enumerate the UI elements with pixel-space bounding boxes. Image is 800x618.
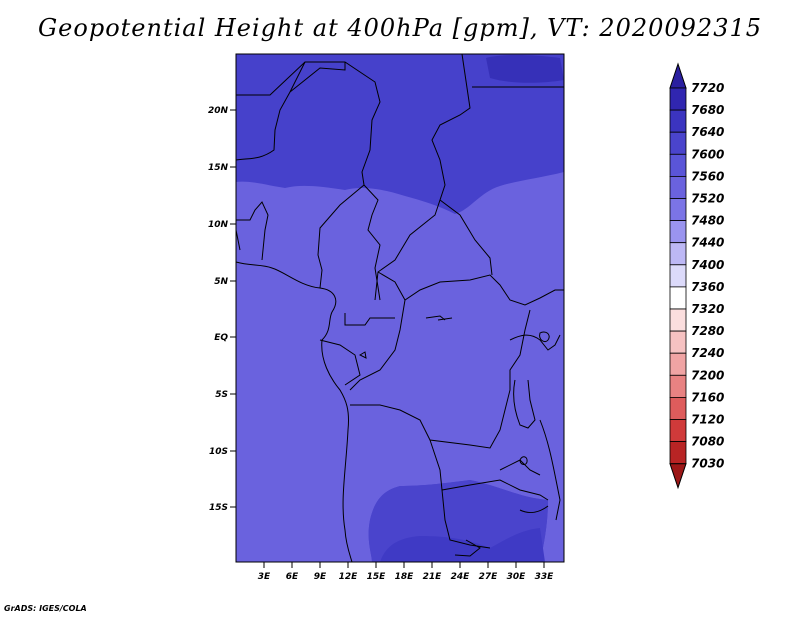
colorbar-segment [669,131,687,155]
lat-label: 5N [214,277,228,287]
lat-label: 10S [209,447,228,457]
lon-label: 12E [339,572,359,582]
colorbar-label: 7640 [691,125,724,139]
colorbar-label: 7560 [691,169,724,183]
lat-label: 5S [215,390,228,400]
lon-label: 30E [507,572,527,582]
colorbar-label: 7030 [691,457,724,471]
colorbar-segment [669,153,687,177]
colorbar-segment [669,396,687,420]
colorbar-label: 7320 [691,302,724,316]
colorbar-label: 7120 [691,413,724,427]
colorbar-label: 7720 [691,81,724,95]
colorbar-segment [669,352,687,376]
lon-label: 24E [451,572,471,582]
colorbar-segment [669,308,687,332]
colorbar-label: 7200 [691,368,724,382]
colorbar-label: 7080 [691,435,724,449]
footer-credit: GrADS: IGES/COLA [4,604,87,613]
lon-label: 3E [258,572,271,582]
colorbar-label: 7480 [691,214,724,228]
colorbar-label: 7360 [691,280,724,294]
colorbar-segment [669,374,687,398]
colorbar-segment [669,286,687,310]
lon-label: 18E [395,572,415,582]
colorbar-label: 7600 [691,147,724,161]
lat-label: 15S [209,503,228,513]
lakes [358,315,550,465]
field-band-7600-upper [236,54,564,214]
contour-field [236,54,564,562]
colorbar-segment [669,175,687,199]
colorbar-arrow-bottom [669,463,687,490]
lon-label: 33E [535,572,555,582]
country-borders [235,53,564,563]
colorbar-segment [669,220,687,244]
colorbar-segment [669,264,687,288]
colorbar: 7720 7680 7640 7600 7560 7520 7480 7440 7400 7360… [669,62,724,490]
lon-label: 9E [314,572,327,582]
colorbar-label: 7280 [691,324,724,338]
colorbar-label: 7240 [691,346,724,360]
colorbar-label: 7400 [691,258,724,272]
colorbar-label: 7680 [691,103,724,117]
colorbar-segment [669,198,687,222]
map-title: Geopotential Height at 400hPa [gpm], VT:… [38,14,762,42]
colorbar-segment [669,330,687,354]
colorbar-segment [669,109,687,133]
colorbar-label: 7160 [691,390,724,404]
lat-axis: 20N 15N 10N 5N EQ 5S 10S 15S [208,106,236,513]
lat-label: 10N [208,220,229,230]
field-band-7560 [236,172,564,562]
colorbar-label: 7440 [691,236,724,250]
field-band-7640-lower [380,528,545,562]
lon-label: 27E [479,572,499,582]
lon-label: 21E [423,572,443,582]
field-band-7680 [486,55,564,83]
colorbar-segment [669,242,687,266]
lat-label: EQ [214,333,228,343]
lon-axis: 3E 6E 9E 12E 15E 18E 21E 24E 27E 30E 33E [258,562,554,582]
map-frame [235,53,565,563]
lat-label: 15N [208,163,229,173]
colorbar-label: 7520 [691,192,724,206]
colorbar-segment [669,441,687,465]
colorbar-arrow-top [669,62,687,89]
lat-label: 20N [208,106,229,116]
lon-label: 15E [367,572,387,582]
lon-label: 6E [286,572,299,582]
colorbar-segment [669,87,687,111]
colorbar-segment [669,419,687,443]
